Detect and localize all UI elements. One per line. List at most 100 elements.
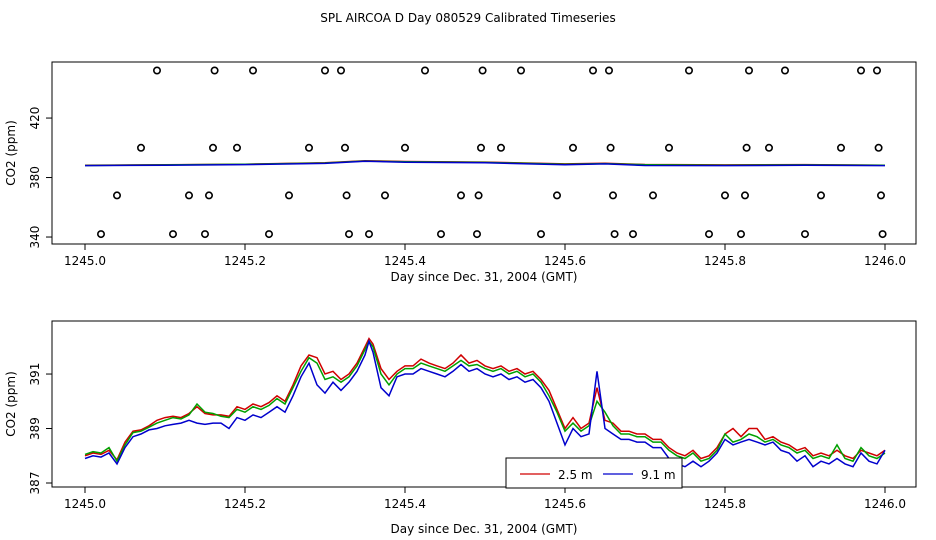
y-tick-label: 389 xyxy=(28,417,42,440)
legend-box xyxy=(505,457,683,489)
calibration-point xyxy=(185,191,194,200)
calibration-point xyxy=(648,191,657,200)
calibration-point xyxy=(604,66,613,75)
y-tick-label: 420 xyxy=(28,107,42,130)
calibration-point xyxy=(606,143,615,152)
top-calibration-group xyxy=(97,66,887,239)
calibration-point xyxy=(816,191,825,200)
calibration-point xyxy=(344,230,353,239)
bottom-x-axis-label: Day since Dec. 31, 2004 (GMT) xyxy=(391,522,578,536)
calibration-point xyxy=(342,191,351,200)
calibration-point xyxy=(856,66,865,75)
calibration-point xyxy=(552,191,561,200)
calibration-point xyxy=(664,143,673,152)
calibration-point xyxy=(304,143,313,152)
x-tick-label: 1245.8 xyxy=(704,254,746,268)
calibration-point xyxy=(472,230,481,239)
calibration-point xyxy=(744,66,753,75)
calibration-point xyxy=(420,66,429,75)
bottom-panel: 1245.0 1245.2 1245.4 1245.6 1245.8 1246.0 387… xyxy=(4,320,917,536)
top-series-group xyxy=(84,159,886,167)
x-tick-label: 1245.8 xyxy=(704,497,746,511)
calibration-point xyxy=(380,191,389,200)
legend-label-2-5m: 2.5 m xyxy=(558,468,593,482)
x-tick-label: 1245.4 xyxy=(384,497,426,511)
calibration-point xyxy=(113,191,122,200)
x-tick-label: 1246.0 xyxy=(864,254,906,268)
calibration-point xyxy=(878,230,887,239)
calibration-point xyxy=(320,66,329,75)
bottom-y-axis: 387 389 391 xyxy=(28,363,53,495)
calibration-point xyxy=(704,230,713,239)
calibration-point xyxy=(740,191,749,200)
calibration-point xyxy=(496,143,505,152)
legend-label-9-1m: 9.1 m xyxy=(641,468,676,482)
x-tick-label: 1245.0 xyxy=(64,254,106,268)
x-tick-label: 1246.0 xyxy=(864,497,906,511)
top-x-axis-label: Day since Dec. 31, 2004 (GMT) xyxy=(391,270,578,284)
x-tick-label: 1245.0 xyxy=(64,497,106,511)
calibration-point xyxy=(233,143,242,152)
calibration-point xyxy=(137,143,146,152)
calibration-point xyxy=(169,230,178,239)
legend: 2.5 m 9.1 m xyxy=(505,457,683,489)
calibration-point xyxy=(340,143,349,152)
bottom-y-axis-label: CO2 (ppm) xyxy=(4,371,18,437)
calibration-point xyxy=(874,143,883,152)
calibration-point xyxy=(264,230,273,239)
calibration-point xyxy=(872,66,881,75)
top-panel: 1245.0 1245.2 1245.4 1245.6 1245.8 1246.0 340… xyxy=(4,61,917,284)
top-plot-frame xyxy=(51,61,917,245)
bottom-plot-frame xyxy=(51,320,917,488)
calibration-point xyxy=(284,191,293,200)
calibration-point xyxy=(516,66,525,75)
calibration-point xyxy=(536,230,545,239)
calibration-point xyxy=(153,66,162,75)
y-tick-label: 380 xyxy=(28,166,42,189)
bottom-series-group xyxy=(84,337,886,468)
calibration-point xyxy=(97,230,106,239)
series-line-9-1-m xyxy=(84,338,886,468)
x-tick-label: 1245.4 xyxy=(384,254,426,268)
x-tick-label: 1245.2 xyxy=(224,497,266,511)
x-tick-label: 1245.2 xyxy=(224,254,266,268)
calibration-point xyxy=(364,230,373,239)
y-tick-label: 340 xyxy=(28,226,42,249)
calibration-point xyxy=(210,66,219,75)
series-line-2-5-m xyxy=(84,337,886,462)
calibration-point xyxy=(736,230,745,239)
top-y-axis: 340 380 420 xyxy=(28,107,53,249)
bottom-x-axis: 1245.0 1245.2 1245.4 1245.6 1245.8 1246.0 xyxy=(64,486,906,511)
calibration-point xyxy=(720,191,729,200)
calibration-point xyxy=(742,143,751,152)
calibration-point xyxy=(780,66,789,75)
series-line-1 xyxy=(84,339,886,463)
calibration-point xyxy=(400,143,409,152)
calibration-point xyxy=(836,143,845,152)
x-tick-label: 1245.6 xyxy=(544,497,586,511)
calibration-point xyxy=(628,230,637,239)
y-tick-label: 387 xyxy=(28,472,42,495)
calibration-point xyxy=(474,191,483,200)
calibration-point xyxy=(764,143,773,152)
calibration-point xyxy=(476,143,485,152)
calibration-point xyxy=(436,230,445,239)
y-tick-label: 391 xyxy=(28,363,42,386)
calibration-point xyxy=(456,191,465,200)
calibration-point xyxy=(684,66,693,75)
calibration-point xyxy=(608,191,617,200)
calibration-point xyxy=(478,66,487,75)
calibration-point xyxy=(201,230,210,239)
calibration-point xyxy=(209,143,218,152)
calibration-point xyxy=(876,191,885,200)
top-x-axis: 1245.0 1245.2 1245.4 1245.6 1245.8 1246.0 xyxy=(64,243,906,268)
calibration-point xyxy=(800,230,809,239)
calibration-point xyxy=(588,66,597,75)
x-tick-label: 1245.6 xyxy=(544,254,586,268)
calibration-point xyxy=(249,66,258,75)
calibration-point xyxy=(205,191,214,200)
series-line-2 xyxy=(84,160,886,167)
calibration-point xyxy=(610,230,619,239)
top-y-axis-label: CO2 (ppm) xyxy=(4,120,18,186)
